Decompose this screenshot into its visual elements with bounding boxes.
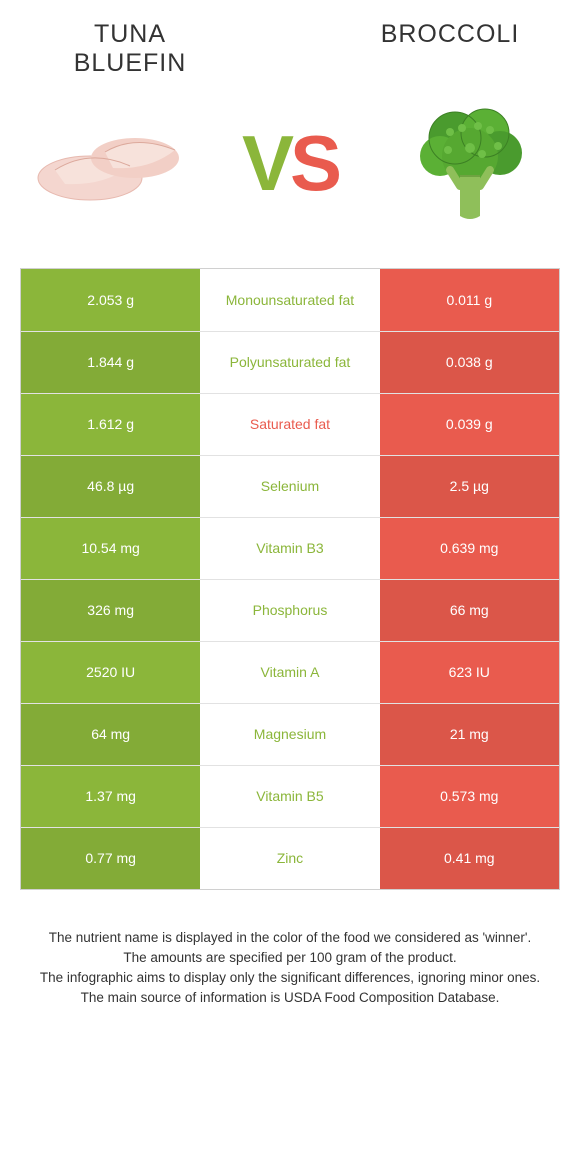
- nutrient-name: Vitamin B3: [200, 518, 379, 579]
- left-value: 64 mg: [21, 704, 200, 765]
- table-row: 10.54 mgVitamin B30.639 mg: [21, 517, 559, 579]
- vs-s: S: [290, 124, 338, 202]
- footnote-line: The main source of information is USDA F…: [30, 988, 550, 1008]
- table-row: 2.053 gMonounsaturated fat0.011 g: [21, 269, 559, 331]
- table-row: 0.77 mgZinc0.41 mg: [21, 827, 559, 889]
- nutrient-name: Vitamin A: [200, 642, 379, 703]
- right-food-image: [380, 98, 550, 228]
- nutrient-name: Polyunsaturated fat: [200, 332, 379, 393]
- right-value: 0.039 g: [380, 394, 559, 455]
- vs-v: V: [242, 124, 290, 202]
- left-food-image: [30, 108, 200, 218]
- nutrient-name: Monounsaturated fat: [200, 269, 379, 331]
- right-value: 0.038 g: [380, 332, 559, 393]
- table-row: 1.37 mgVitamin B50.573 mg: [21, 765, 559, 827]
- left-value: 1.612 g: [21, 394, 200, 455]
- left-value: 0.77 mg: [21, 828, 200, 889]
- table-row: 1.612 gSaturated fat0.039 g: [21, 393, 559, 455]
- right-value: 0.41 mg: [380, 828, 559, 889]
- footnote-line: The infographic aims to display only the…: [30, 968, 550, 988]
- table-row: 46.8 µgSelenium2.5 µg: [21, 455, 559, 517]
- right-food-title: Broccoli: [370, 20, 530, 49]
- right-value: 0.573 mg: [380, 766, 559, 827]
- nutrient-name: Vitamin B5: [200, 766, 379, 827]
- left-value: 2520 IU: [21, 642, 200, 703]
- tuna-icon: [35, 108, 195, 218]
- left-value: 2.053 g: [21, 269, 200, 331]
- table-row: 2520 IUVitamin A623 IU: [21, 641, 559, 703]
- right-value: 21 mg: [380, 704, 559, 765]
- table-row: 326 mgPhosphorus66 mg: [21, 579, 559, 641]
- left-food-title: Tuna Bluefin: [50, 20, 210, 78]
- footnotes: The nutrient name is displayed in the co…: [20, 890, 560, 1009]
- left-value: 326 mg: [21, 580, 200, 641]
- header: Tuna Bluefin Broccoli: [20, 20, 560, 78]
- right-value: 0.011 g: [380, 269, 559, 331]
- nutrient-name: Phosphorus: [200, 580, 379, 641]
- nutrient-name: Selenium: [200, 456, 379, 517]
- left-value: 1.844 g: [21, 332, 200, 393]
- nutrient-name: Saturated fat: [200, 394, 379, 455]
- left-value: 46.8 µg: [21, 456, 200, 517]
- nutrient-name: Magnesium: [200, 704, 379, 765]
- table-row: 64 mgMagnesium21 mg: [21, 703, 559, 765]
- hero: VS: [20, 78, 560, 268]
- right-value: 0.639 mg: [380, 518, 559, 579]
- right-value: 623 IU: [380, 642, 559, 703]
- left-value: 10.54 mg: [21, 518, 200, 579]
- right-value: 66 mg: [380, 580, 559, 641]
- left-value: 1.37 mg: [21, 766, 200, 827]
- footnote-line: The nutrient name is displayed in the co…: [30, 928, 550, 948]
- broccoli-icon: [400, 98, 530, 228]
- table-row: 1.844 gPolyunsaturated fat0.038 g: [21, 331, 559, 393]
- comparison-table: 2.053 gMonounsaturated fat0.011 g1.844 g…: [20, 268, 560, 890]
- vs-label: VS: [242, 124, 338, 202]
- footnote-line: The amounts are specified per 100 gram o…: [30, 948, 550, 968]
- right-value: 2.5 µg: [380, 456, 559, 517]
- nutrient-name: Zinc: [200, 828, 379, 889]
